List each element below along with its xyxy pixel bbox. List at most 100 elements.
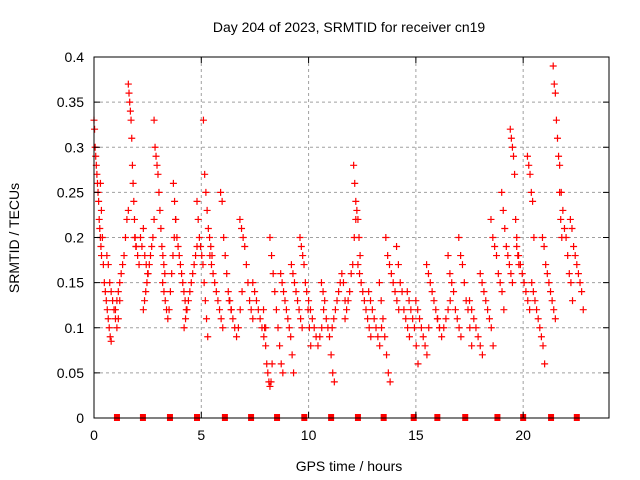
- data-point: [276, 342, 284, 350]
- y-tick-label: 0.25: [57, 184, 84, 200]
- data-point: [290, 279, 298, 287]
- data-point: [557, 188, 565, 196]
- data-point: [202, 188, 210, 196]
- data-point: [106, 333, 114, 341]
- data-point: [116, 279, 124, 287]
- data-point: [271, 288, 279, 296]
- data-point: [446, 270, 454, 278]
- data-point: [567, 279, 575, 287]
- data-point: [256, 315, 264, 323]
- y-tick-label: 0: [76, 410, 84, 426]
- data-point: [393, 297, 401, 305]
- data-point: [121, 234, 129, 241]
- data-point: [507, 270, 515, 278]
- data-point: [574, 270, 582, 278]
- data-point: [173, 234, 181, 241]
- data-point: [280, 288, 288, 296]
- data-point: [502, 243, 510, 251]
- data-point: [236, 306, 244, 314]
- data-point: [241, 243, 249, 251]
- data-point: [106, 279, 114, 287]
- data-point: [138, 243, 146, 251]
- data-point: [143, 279, 151, 287]
- data-point: [199, 261, 207, 269]
- data-point: [524, 297, 532, 305]
- data-point: [527, 188, 535, 196]
- data-point: [414, 360, 422, 368]
- data-point: [180, 288, 188, 296]
- data-point: [508, 143, 516, 151]
- data-point: [182, 315, 190, 323]
- data-point: [409, 315, 417, 323]
- data-point: [568, 224, 576, 232]
- data-point: [251, 288, 259, 296]
- data-point: [206, 252, 214, 260]
- data-point: [317, 279, 325, 287]
- data-point: [425, 324, 433, 332]
- data-point: [322, 315, 330, 323]
- data-point: [500, 306, 508, 314]
- data-point: [326, 333, 334, 341]
- data-point: [426, 279, 434, 287]
- y-tick-label: 0.2: [65, 230, 85, 246]
- data-point: [107, 337, 115, 345]
- data-point: [351, 179, 359, 187]
- data-point: [387, 270, 395, 278]
- data-point: [343, 306, 351, 314]
- data-point: [169, 252, 177, 260]
- data-point: [355, 234, 363, 241]
- data-point: [211, 279, 219, 287]
- data-point: [412, 342, 420, 350]
- data-point: [174, 243, 182, 251]
- data-point: [292, 288, 300, 296]
- data-point: [526, 170, 534, 178]
- data-point: [333, 297, 341, 305]
- data-point: [383, 351, 391, 359]
- data-point: [207, 261, 215, 269]
- data-point: [179, 279, 187, 287]
- data-point: [201, 170, 209, 178]
- data-point: [470, 315, 478, 323]
- data-point: [466, 297, 474, 305]
- data-point: [386, 261, 394, 269]
- data-point: [403, 288, 411, 296]
- data-point: [534, 315, 542, 323]
- data-point: [155, 188, 163, 196]
- data-point: [308, 315, 316, 323]
- data-point: [512, 215, 520, 223]
- data-point: [114, 315, 122, 323]
- data-point: [261, 324, 269, 332]
- data-point: [375, 279, 383, 287]
- data-point: [160, 288, 168, 296]
- data-point: [319, 288, 327, 296]
- data-point: [227, 306, 235, 314]
- data-point: [307, 342, 315, 350]
- data-point: [282, 306, 290, 314]
- data-point: [556, 161, 564, 169]
- data-point: [474, 333, 482, 341]
- data-point: [223, 270, 231, 278]
- data-point: [539, 342, 547, 350]
- data-point: [135, 261, 143, 269]
- data-point: [562, 234, 570, 241]
- x-axis: 0 5 10 15 20: [90, 57, 531, 443]
- data-point: [217, 315, 225, 323]
- data-point: [159, 279, 167, 287]
- data-point: [272, 306, 280, 314]
- data-point: [552, 116, 560, 124]
- data-point: [444, 252, 452, 260]
- data-point: [281, 297, 289, 305]
- data-point: [382, 234, 390, 241]
- data-point: [331, 306, 339, 314]
- data-point: [260, 333, 268, 341]
- data-point: [186, 288, 194, 296]
- data-point: [489, 342, 497, 350]
- data-point: [414, 306, 422, 314]
- data-point: [386, 378, 394, 386]
- data-point: [453, 315, 461, 323]
- data-point: [476, 342, 484, 350]
- data-point: [104, 261, 112, 269]
- data-point: [359, 288, 367, 296]
- data-point: [161, 297, 169, 305]
- data-point: [321, 297, 329, 305]
